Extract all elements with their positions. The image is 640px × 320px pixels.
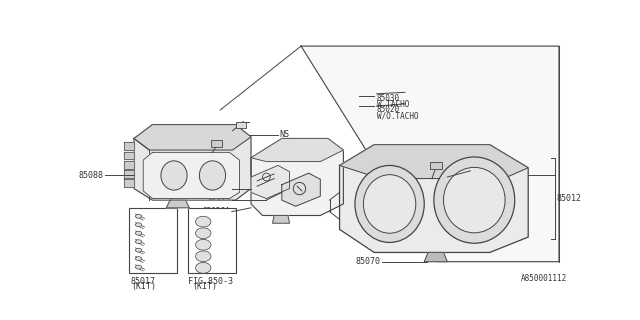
Text: 85017: 85017	[131, 277, 156, 286]
Bar	[236, 122, 246, 129]
Text: FIG.850-3: FIG.850-3	[188, 277, 233, 286]
Polygon shape	[134, 124, 251, 200]
Text: NS: NS	[472, 166, 482, 175]
Polygon shape	[124, 170, 134, 178]
Text: 85012: 85012	[557, 194, 582, 203]
Polygon shape	[340, 145, 528, 179]
Bar	[211, 140, 221, 147]
Bar	[188, 208, 236, 273]
Ellipse shape	[196, 262, 211, 273]
Text: W/O.TACHO: W/O.TACHO	[376, 112, 418, 121]
Polygon shape	[424, 252, 447, 262]
Text: W.TACHO: W.TACHO	[376, 100, 409, 109]
Polygon shape	[273, 215, 289, 223]
Ellipse shape	[355, 165, 424, 243]
Polygon shape	[301, 46, 559, 262]
Ellipse shape	[161, 161, 187, 190]
Bar	[129, 208, 177, 273]
Ellipse shape	[196, 228, 211, 239]
Polygon shape	[124, 161, 134, 169]
Ellipse shape	[196, 239, 211, 250]
Polygon shape	[282, 173, 320, 206]
Text: 85026A: 85026A	[202, 207, 230, 216]
Text: NS: NS	[280, 130, 289, 139]
Polygon shape	[251, 139, 344, 215]
Polygon shape	[251, 165, 289, 198]
Polygon shape	[251, 139, 344, 162]
Ellipse shape	[444, 167, 505, 233]
Polygon shape	[124, 179, 134, 187]
Text: 85030: 85030	[376, 94, 399, 103]
Text: 85070: 85070	[355, 257, 380, 266]
Text: A850001112: A850001112	[520, 274, 567, 283]
Ellipse shape	[136, 265, 141, 269]
Text: (9706-9806): (9706-9806)	[184, 192, 230, 199]
Ellipse shape	[434, 157, 515, 243]
Polygon shape	[166, 200, 189, 208]
Ellipse shape	[136, 231, 141, 235]
Text: 85064: 85064	[207, 193, 230, 202]
Polygon shape	[143, 152, 239, 198]
Ellipse shape	[136, 240, 141, 244]
Bar	[429, 162, 442, 169]
Text: (KIT): (KIT)	[193, 283, 218, 292]
Polygon shape	[124, 142, 134, 150]
Polygon shape	[124, 152, 134, 159]
Ellipse shape	[136, 248, 141, 252]
Text: 85088: 85088	[78, 171, 103, 180]
Ellipse shape	[196, 251, 211, 262]
Text: (KIT): (KIT)	[131, 283, 156, 292]
Polygon shape	[340, 145, 528, 252]
Text: 85201: 85201	[207, 185, 230, 194]
Ellipse shape	[200, 161, 225, 190]
Ellipse shape	[136, 257, 141, 260]
Ellipse shape	[196, 216, 211, 227]
Ellipse shape	[136, 223, 141, 227]
Ellipse shape	[136, 214, 141, 218]
Ellipse shape	[364, 175, 416, 233]
Polygon shape	[134, 124, 251, 150]
Text: 85020: 85020	[376, 105, 399, 114]
